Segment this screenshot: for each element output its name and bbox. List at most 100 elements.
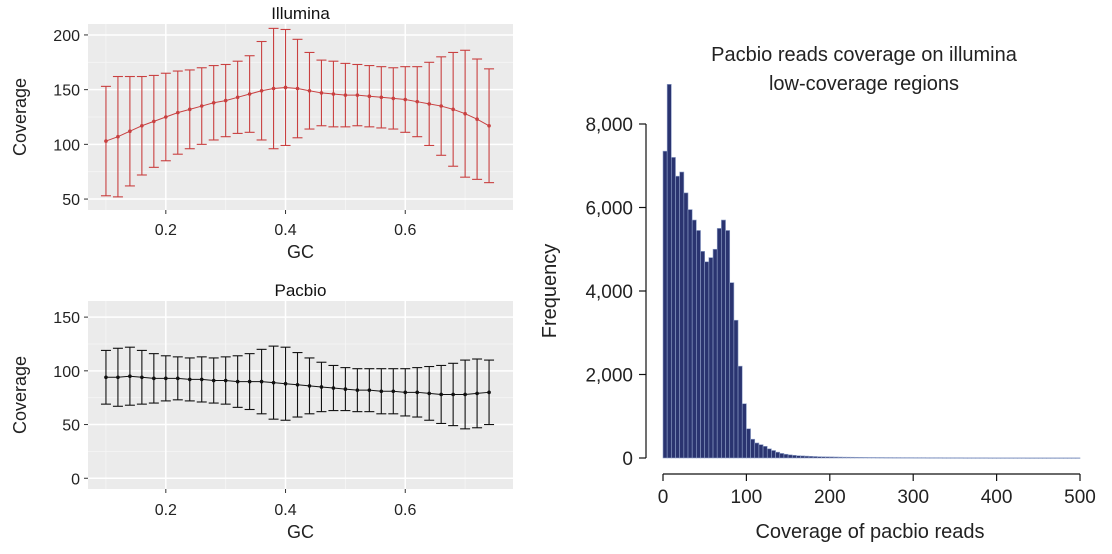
histogram-bar xyxy=(779,453,785,459)
histogram-bar xyxy=(937,457,943,459)
illumina-data-point xyxy=(475,117,479,121)
histogram-bar xyxy=(833,456,839,459)
pacbio-data-point xyxy=(187,377,192,382)
histogram-bar xyxy=(1017,457,1022,459)
pacbio-data-point xyxy=(247,379,252,384)
illumina-data-point xyxy=(223,98,228,103)
illumina-x-axis-label: GC xyxy=(287,242,314,262)
histogram-bar xyxy=(737,365,743,459)
pacbio-data-point xyxy=(211,378,216,383)
histogram-bar xyxy=(992,457,997,459)
histogram-x-tick-label: 0 xyxy=(658,487,669,508)
histogram-bar xyxy=(696,230,701,459)
illumina-data-point xyxy=(259,88,264,93)
histogram-bar xyxy=(662,150,668,459)
histogram-bar xyxy=(716,228,722,459)
illumina-data-point xyxy=(175,110,180,115)
histogram-bar xyxy=(1067,457,1072,459)
histogram-bar xyxy=(892,457,897,459)
histogram-bar xyxy=(750,438,756,459)
pacbio-data-point xyxy=(152,376,156,381)
histogram-bar xyxy=(741,403,747,459)
histogram-bar xyxy=(983,457,989,459)
histogram-bar xyxy=(687,209,693,459)
pacbio-data-point xyxy=(164,376,168,381)
pacbio-data-point xyxy=(379,389,384,394)
histogram-bar xyxy=(979,457,985,459)
histogram-bar xyxy=(1008,457,1014,459)
illumina-chart-title: Illumina xyxy=(271,4,330,23)
pacbio-data-point xyxy=(283,381,288,386)
histogram-bar xyxy=(879,457,885,459)
illumina-data-point xyxy=(415,99,420,104)
histogram-bar xyxy=(775,451,781,459)
histogram-bar xyxy=(950,457,956,459)
pacbio-data-point xyxy=(367,388,372,392)
illumina-data-point xyxy=(367,94,372,99)
pacbio-data-point xyxy=(104,375,108,380)
histogram-bar xyxy=(825,456,831,459)
histogram-bar xyxy=(804,455,810,459)
histogram-bar xyxy=(808,456,814,459)
histogram-y-tick-label: 6,000 xyxy=(585,199,633,220)
histogram-bar xyxy=(762,446,768,459)
pacbio-data-point xyxy=(439,392,443,397)
histogram-bar xyxy=(754,442,760,459)
illumina-y-tick-label: 200 xyxy=(53,28,80,45)
histogram-bar xyxy=(912,457,918,459)
histogram-bar xyxy=(683,192,689,459)
histogram-bar xyxy=(812,456,818,459)
pacbio-data-point xyxy=(295,382,300,387)
illumina-data-point xyxy=(331,92,336,96)
histogram-bar xyxy=(1025,457,1031,459)
histogram-bar xyxy=(942,457,947,459)
histogram-bar xyxy=(666,84,672,459)
histogram-y-axis-label: Frequency xyxy=(539,244,561,339)
histogram-bar xyxy=(971,457,977,459)
histogram-bar xyxy=(1075,457,1081,459)
histogram-bar xyxy=(783,453,789,459)
illumina-data-point xyxy=(355,93,360,97)
histogram-x-tick-label: 300 xyxy=(897,487,929,508)
histogram-bar xyxy=(867,457,872,459)
illumina-data-point xyxy=(283,85,288,90)
histogram-y-tick-label: 0 xyxy=(622,449,633,470)
illumina-x-tick-label: 0.2 xyxy=(155,222,177,239)
histogram-bar xyxy=(925,457,931,459)
illumina-data-point xyxy=(211,100,216,105)
histogram-x-tick-label: 400 xyxy=(981,487,1013,508)
histogram-x-tick-label: 500 xyxy=(1064,487,1096,508)
pacbio-data-point xyxy=(116,375,120,380)
histogram-bar xyxy=(858,457,864,459)
illumina-data-point xyxy=(235,95,240,100)
illumina-data-point xyxy=(271,86,276,91)
histogram-title-line-2: low-coverage regions xyxy=(769,73,959,95)
histogram-bar xyxy=(896,457,901,459)
histogram-bar xyxy=(800,455,806,459)
histogram-x-tick-label: 100 xyxy=(731,487,763,508)
illumina-data-point xyxy=(319,91,324,95)
histogram-bar xyxy=(875,457,881,459)
histogram-bar xyxy=(1000,457,1006,459)
pacbio-x-tick-label: 0.2 xyxy=(155,502,177,519)
histogram-x-axis-label: Coverage of pacbio reads xyxy=(755,521,984,543)
histogram-bar xyxy=(758,444,764,459)
pacbio-x-tick-label: 0.4 xyxy=(274,502,296,519)
histogram-bar xyxy=(1029,457,1035,459)
histogram-bar xyxy=(917,457,922,459)
pacbio-data-point xyxy=(128,374,132,379)
histogram-bar xyxy=(862,457,868,459)
histogram-bar xyxy=(871,457,876,459)
pacbio-data-point xyxy=(259,379,264,384)
histogram-bar xyxy=(1071,457,1077,459)
illumina-data-point xyxy=(187,107,192,112)
histogram-bar xyxy=(987,457,993,459)
histogram-bar xyxy=(967,457,972,459)
pacbio-data-point xyxy=(475,391,479,396)
histogram-bar xyxy=(883,457,889,459)
pacbio-data-point xyxy=(331,386,336,390)
illumina-data-point xyxy=(199,104,204,108)
illumina-y-tick-label: 150 xyxy=(53,83,80,100)
histogram-bar xyxy=(708,257,714,459)
